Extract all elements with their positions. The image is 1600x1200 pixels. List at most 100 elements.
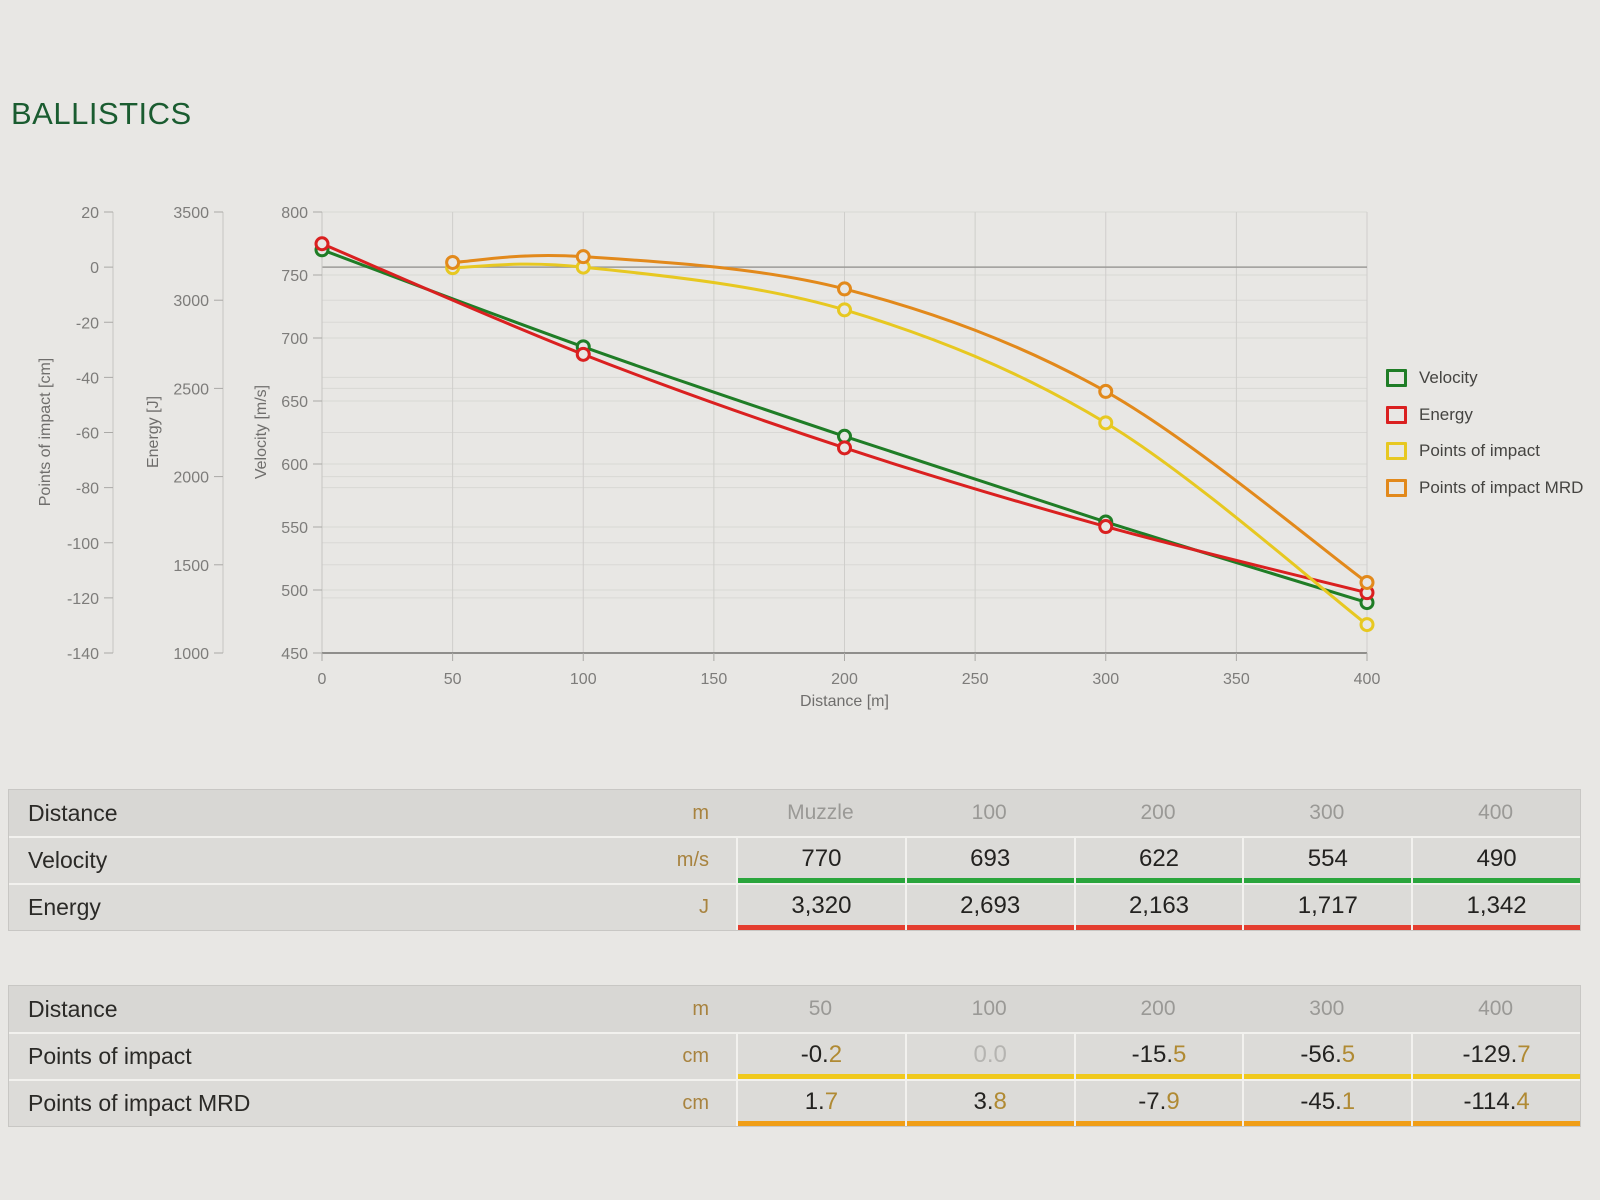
x-tick-label: 350: [1223, 671, 1250, 688]
value-cell: 1,717: [1242, 885, 1412, 930]
column-header: 400: [1478, 997, 1514, 1020]
data-point-energy: [314, 236, 330, 252]
series-color-underline: [1075, 1121, 1243, 1126]
value-decimal: 4: [1516, 1087, 1530, 1115]
row-values: 770 693 622 554 490: [736, 838, 1580, 883]
column-header: 100: [971, 997, 1007, 1020]
row-values: 1. 7 3. 8 -7. 9 -45. 1 -114. 4: [736, 1081, 1580, 1126]
value-cell: 1,342: [1411, 885, 1580, 930]
poi-tick-label: -120: [67, 591, 99, 608]
poi-tick-label: -40: [76, 370, 99, 387]
x-tick-label: 250: [962, 671, 989, 688]
velocity-tick-label: 750: [281, 268, 308, 285]
poi-tick-label: -100: [67, 536, 99, 553]
value-cell: 0. 0: [904, 1034, 1074, 1079]
value-text: 490: [1476, 844, 1517, 872]
velocity-axis-title: Velocity [m/s]: [253, 385, 270, 479]
column-header: 50: [808, 997, 833, 1020]
table-row-points-of-impact: Points of impact cm -0. 2 0. 0 -15. 5 -56. 5 -129.…: [9, 1032, 1580, 1079]
value-text: -114.: [1463, 1087, 1517, 1115]
energy-axis-title: Energy [J]: [145, 396, 162, 468]
value-text: -0.: [800, 1040, 829, 1068]
legend-item-points-of-impact[interactable]: Points of impact: [1386, 433, 1583, 470]
data-point-points-of-impact: [1098, 415, 1114, 431]
value-text: -56.: [1300, 1040, 1342, 1068]
data-point-energy: [1098, 519, 1114, 535]
value-cell: -129. 7: [1411, 1034, 1580, 1079]
value-cell: -114. 4: [1411, 1081, 1580, 1126]
row-unit: m: [692, 801, 709, 824]
legend-item-points-of-impact-mrd[interactable]: Points of impact MRD: [1386, 470, 1583, 507]
value-cell: 490: [1411, 838, 1580, 883]
value-decimal: 7: [824, 1087, 839, 1115]
value-text: 1.: [804, 1087, 825, 1115]
legend-swatch-icon: [1386, 369, 1407, 388]
series-color-underline: [906, 878, 1074, 883]
x-tick-label: 100: [570, 671, 597, 688]
velocity-tick-label: 550: [281, 520, 308, 537]
value-cell: 2,163: [1073, 885, 1243, 930]
row-unit: J: [699, 896, 709, 918]
data-point-energy: [575, 346, 591, 362]
x-tick-label: 200: [831, 671, 858, 688]
value-text: -129.: [1462, 1040, 1518, 1068]
row-unit: m/s: [676, 849, 709, 871]
legend-item-velocity[interactable]: Velocity: [1386, 360, 1583, 397]
value-text: 0.: [973, 1040, 994, 1068]
value-text: -15.: [1131, 1040, 1173, 1068]
energy-tick-label: 3500: [173, 205, 209, 222]
energy-tick-label: 2500: [173, 381, 209, 398]
x-tick-label: 400: [1354, 671, 1381, 688]
series-color-underline: [1244, 925, 1412, 930]
value-cell: 693: [904, 838, 1074, 883]
velocity-tick-label: 450: [281, 646, 308, 663]
value-cell: 1. 7: [738, 1081, 905, 1126]
poi-tick-label: -20: [76, 315, 99, 332]
value-text: 622: [1138, 844, 1180, 872]
legend-label: Points of impact MRD: [1419, 477, 1584, 497]
value-text: 3,320: [791, 891, 852, 919]
velocity-energy-table: Distance m Muzzle 100 200 300 400 Velocity m/s 77…: [8, 789, 1581, 931]
column-header: 200: [1140, 997, 1176, 1020]
legend-item-energy[interactable]: Energy: [1386, 397, 1583, 434]
legend-label: Points of impact: [1419, 441, 1540, 461]
series-color-underline: [1413, 1121, 1580, 1126]
row-unit: cm: [682, 1092, 709, 1114]
value-decimal: 9: [1166, 1087, 1180, 1115]
series-color-underline: [1075, 925, 1243, 930]
value-text: 1,342: [1466, 891, 1527, 919]
value-cell: 554: [1242, 838, 1412, 883]
value-cell: -15. 5: [1073, 1034, 1243, 1079]
row-label: Energy: [28, 894, 101, 920]
poi-tick-label: -140: [67, 646, 99, 663]
table-row-velocity: Velocity m/s 770 693 622 554 490: [9, 836, 1580, 883]
chart-legend: Velocity Energy Points of impact Points of …: [1386, 360, 1583, 506]
series-color-underline: [1244, 878, 1412, 883]
series-color-underline: [738, 878, 905, 883]
poi-axis-title: Points of impact [cm]: [37, 358, 54, 507]
series-color-underline: [1244, 1074, 1412, 1079]
value-cell: 3,320: [738, 885, 905, 930]
page-title: BALLISTICS: [11, 96, 192, 131]
series-color-underline: [738, 1074, 905, 1079]
energy-tick-label: 1500: [173, 558, 209, 575]
legend-label: Energy: [1419, 404, 1473, 424]
value-text: 693: [970, 844, 1011, 872]
row-label: Points of impact MRD: [28, 1090, 251, 1116]
legend-swatch-icon: [1386, 442, 1407, 461]
column-header: 100: [971, 801, 1007, 824]
data-point-points-of-impact-mrd: [1098, 383, 1114, 399]
legend-swatch-icon: [1386, 478, 1407, 497]
energy-tick-label: 2000: [173, 470, 209, 487]
poi-tick-label: 0: [90, 260, 99, 277]
series-color-underline: [906, 1074, 1074, 1079]
row-label: Distance: [28, 799, 118, 826]
header-values: Muzzle 100 200 300 400: [736, 790, 1580, 836]
series-color-underline: [738, 1121, 905, 1126]
velocity-tick-label: 800: [281, 205, 308, 222]
series-color-underline: [1075, 878, 1243, 883]
points-of-impact-table: Distance m 50 100 200 300 400 Points of impact c…: [8, 985, 1581, 1127]
data-point-points-of-impact-mrd: [445, 254, 461, 270]
value-cell: -0. 2: [738, 1034, 905, 1079]
poi-tick-label: -80: [76, 481, 99, 498]
